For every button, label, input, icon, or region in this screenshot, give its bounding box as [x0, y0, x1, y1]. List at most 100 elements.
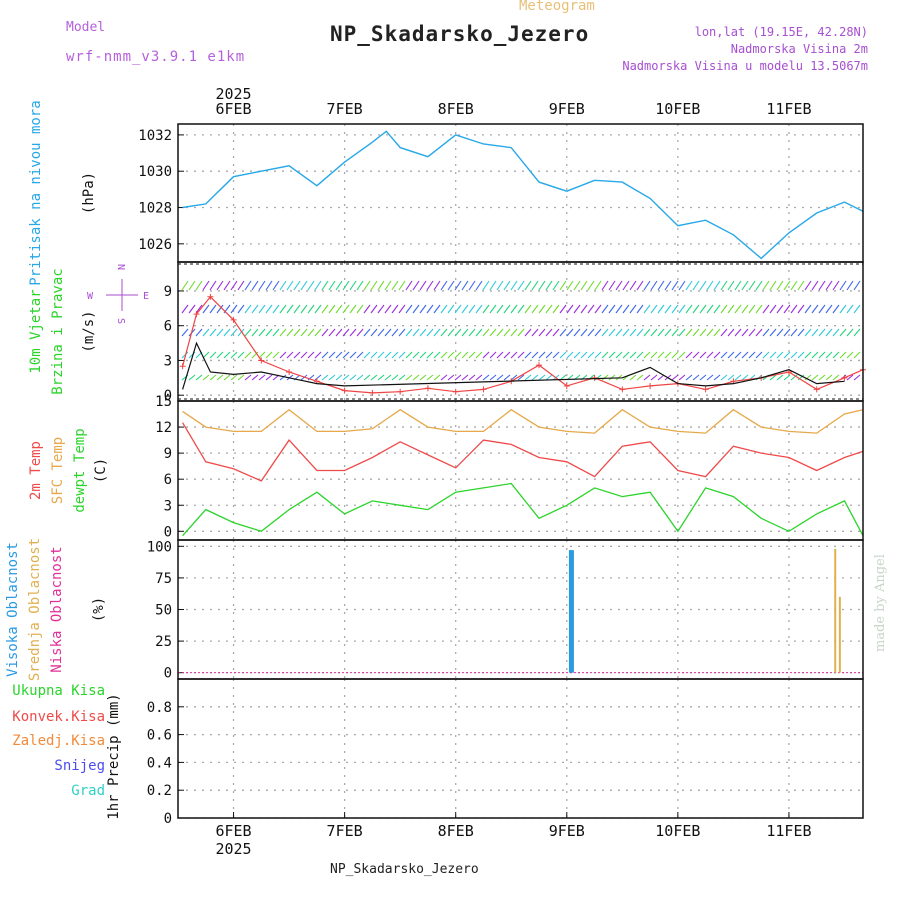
bottom-day-label: 9FEB	[549, 822, 585, 840]
panel-label: 10m Vjetar	[28, 289, 44, 373]
wind-barb	[398, 351, 406, 359]
wind-barb	[657, 351, 665, 359]
wind-barb	[783, 304, 791, 314]
wind-barb	[587, 304, 595, 314]
wind-barb	[279, 374, 287, 381]
wind-barb	[608, 351, 616, 359]
wind-barb	[433, 280, 441, 291]
wind-barb	[839, 304, 847, 314]
top-day-label: 9FEB	[549, 100, 585, 118]
wind-barb	[734, 280, 742, 291]
wind-barb	[566, 328, 574, 337]
wind-barb	[538, 280, 546, 291]
wind-barb	[573, 328, 581, 337]
wind-barb	[496, 280, 504, 291]
wind-barb	[664, 328, 672, 337]
wind-barb	[538, 374, 546, 381]
wind-barb	[307, 328, 315, 337]
y-tick-label: 1026	[138, 237, 172, 253]
wind-barb	[181, 280, 189, 291]
wind-barb	[258, 328, 266, 337]
wind-barb	[783, 280, 791, 291]
panel-label: (hPa)	[81, 172, 97, 214]
wind-barb	[412, 304, 420, 314]
wind-barb	[713, 351, 721, 359]
wind-barb	[412, 374, 420, 381]
wind-barb	[412, 328, 420, 337]
wind-barb	[804, 328, 812, 337]
wind-barb	[342, 280, 350, 291]
wind-barb	[230, 328, 238, 337]
wind-barb	[377, 374, 385, 381]
wind-barb	[573, 304, 581, 314]
wind-barb	[461, 374, 469, 381]
pressure-line	[182, 130, 864, 260]
panel-frame	[177, 539, 864, 680]
wind-barb	[314, 351, 322, 359]
wind-barb	[328, 328, 336, 337]
wind-gust-marker	[563, 382, 570, 389]
wind-barb	[433, 351, 441, 359]
wind-barb	[650, 351, 658, 359]
wind-barb	[496, 351, 504, 359]
wind-barb	[734, 304, 742, 314]
cloud-bar	[568, 550, 574, 673]
wind-barb	[727, 328, 735, 337]
wind-barb	[181, 304, 189, 314]
wind-barb	[832, 280, 840, 291]
wind-barb	[433, 328, 441, 337]
wind-barb	[636, 328, 644, 337]
wind-barb	[671, 328, 679, 337]
y-tick-label: 12	[155, 420, 172, 436]
wind-barb	[804, 351, 812, 359]
wind-barb	[587, 351, 595, 359]
wind-barb	[846, 351, 854, 359]
wind-barb	[265, 374, 273, 381]
wind-barb	[790, 304, 798, 314]
wind-barb	[720, 280, 728, 291]
wind-barb	[650, 328, 658, 337]
wind-barb	[251, 351, 259, 359]
wind-barb	[804, 304, 812, 314]
wind-barb	[762, 280, 770, 291]
wind-barb	[657, 280, 665, 291]
wind-barb	[363, 304, 371, 314]
wind-barb	[741, 328, 749, 337]
wind-barb	[517, 328, 525, 337]
wind-barb	[846, 304, 854, 314]
wind-barb	[279, 351, 287, 359]
wind-barb	[608, 304, 616, 314]
wind-barb	[503, 280, 511, 291]
wind-barb	[769, 374, 777, 381]
wind-barb	[818, 374, 826, 381]
wind-barb	[671, 351, 679, 359]
wind-barb	[545, 351, 553, 359]
wind-barb	[573, 351, 581, 359]
wind-barb	[531, 351, 539, 359]
wind-barb	[328, 374, 336, 381]
wind-barb	[405, 304, 413, 314]
wind-barb	[650, 304, 658, 314]
temp-line-2	[182, 482, 864, 537]
wind-barb	[853, 374, 861, 381]
wind-barb	[195, 280, 203, 291]
wind-barb	[601, 304, 609, 314]
wind-barb	[363, 374, 371, 381]
panel-label: Visoka Oblacnost	[5, 542, 21, 677]
wind-barb	[853, 280, 861, 291]
wind-barb	[664, 304, 672, 314]
wind-barb	[531, 374, 539, 381]
wind-barb	[671, 280, 679, 291]
coordinates: lon,lat (19.15E, 42.28N)	[694, 25, 868, 39]
wind-barb	[370, 351, 378, 359]
compass-north: N	[115, 264, 126, 270]
wind-barb	[790, 328, 798, 337]
wind-barb	[426, 351, 434, 359]
wind-barb	[363, 328, 371, 337]
wind-barb	[839, 351, 847, 359]
wind-barb	[475, 304, 483, 314]
wind-barb	[475, 374, 483, 381]
wind-barb	[447, 280, 455, 291]
wind-barb	[384, 351, 392, 359]
